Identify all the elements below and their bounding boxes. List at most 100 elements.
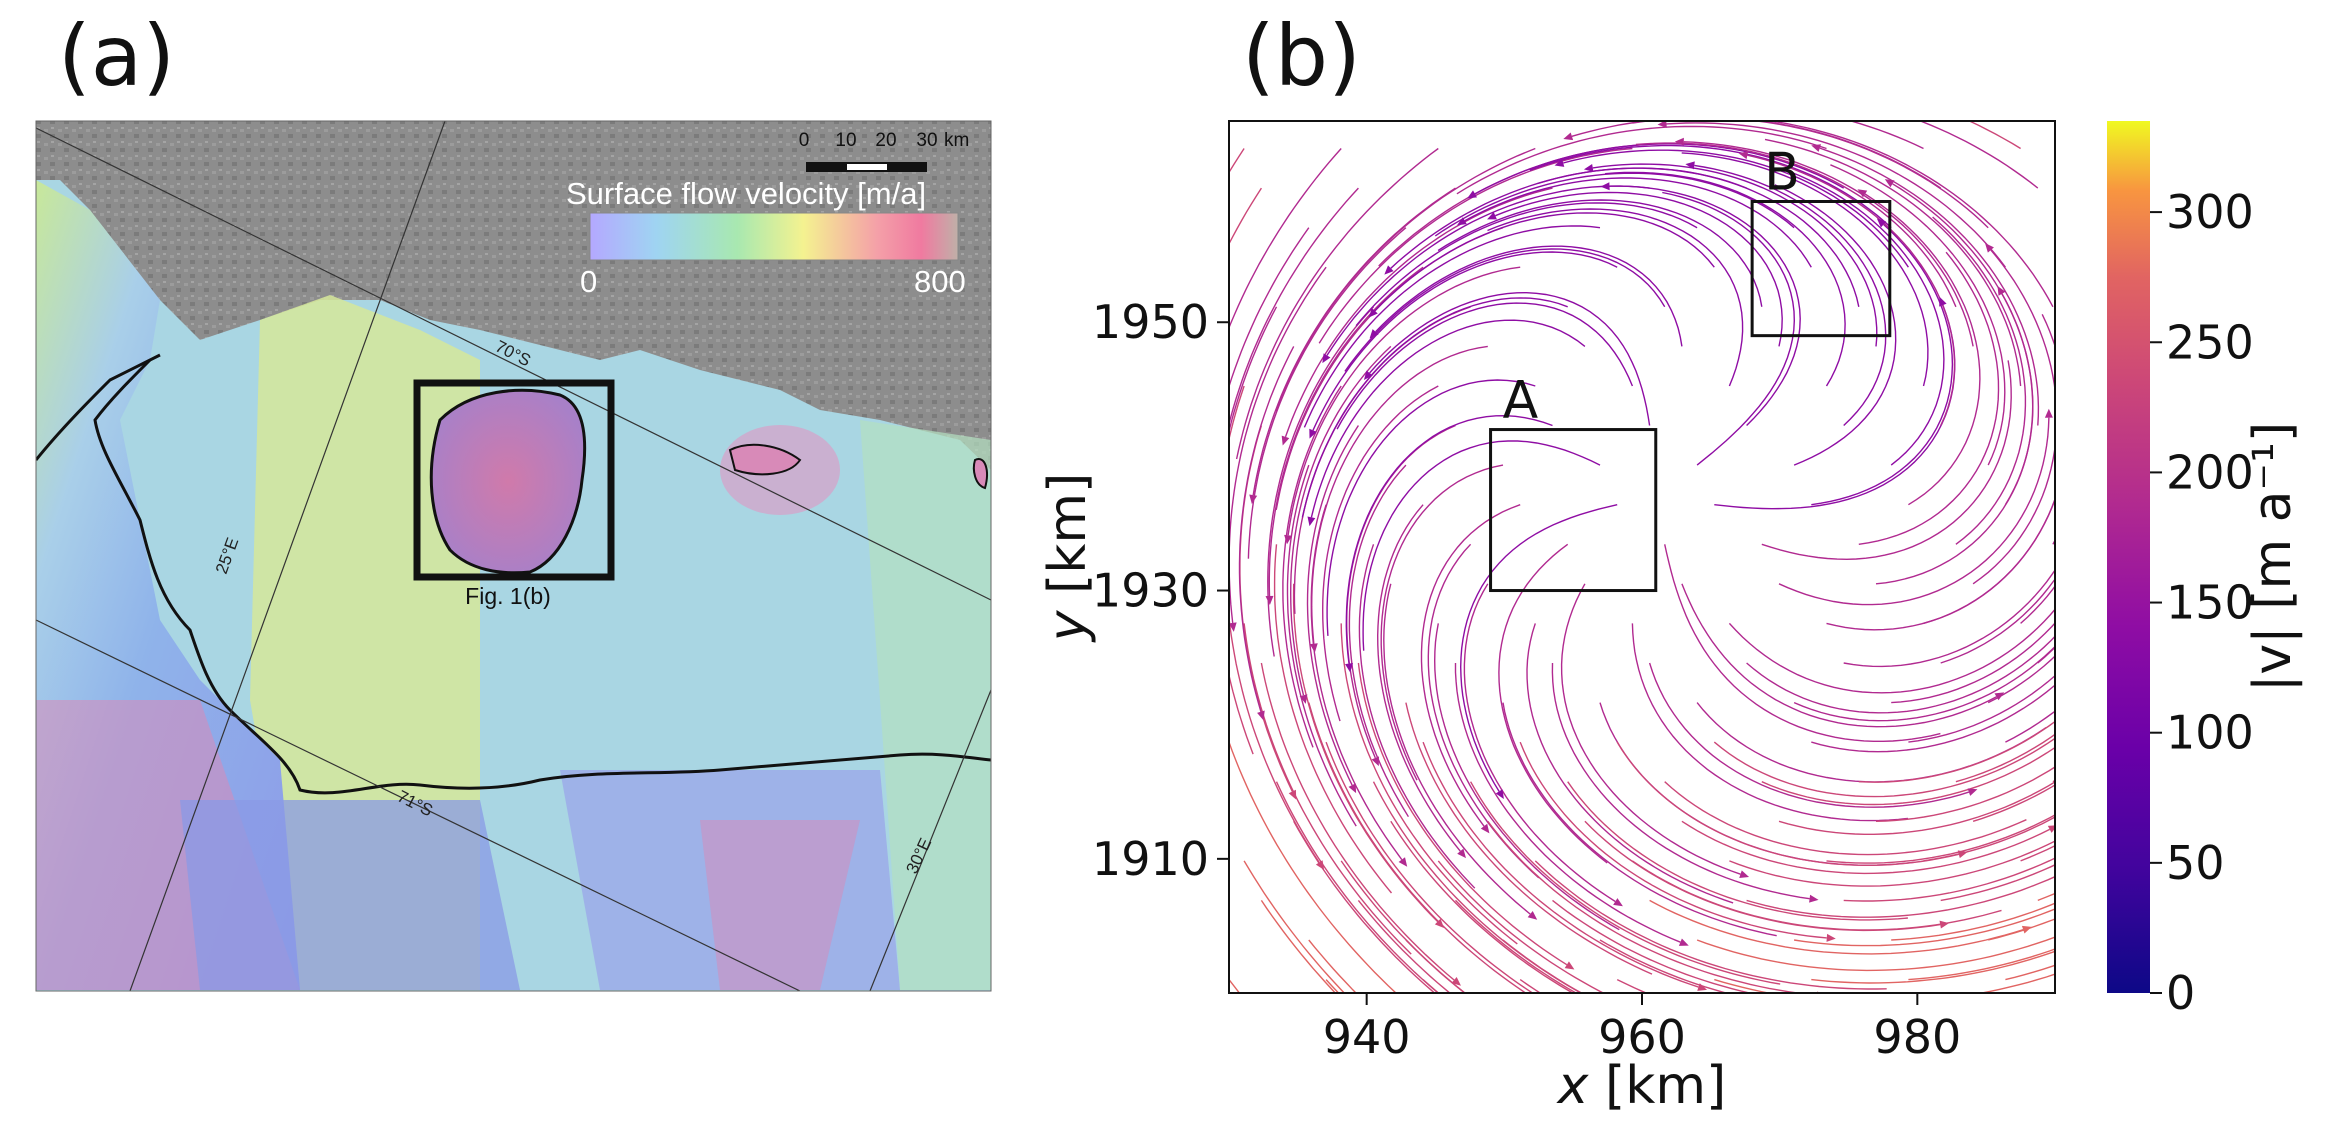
streamlines	[1229, 121, 2055, 993]
streamline-arrow	[1205, 278, 1216, 289]
streamline	[1434, 172, 1795, 237]
region-boxes	[1489, 199, 1892, 593]
streamline	[1987, 655, 2055, 704]
streamline-arrow	[1997, 285, 2006, 296]
streamline	[1551, 662, 1810, 900]
streamline	[1422, 741, 1699, 988]
streamline	[2020, 585, 2055, 624]
streamline-arrow	[1600, 182, 1610, 191]
streamline	[1345, 414, 1553, 664]
streamline	[1502, 702, 1777, 937]
streamline	[1357, 662, 1568, 966]
streamline	[1463, 583, 1616, 903]
streamline	[1487, 820, 1803, 993]
iceberg-outline	[429, 388, 587, 575]
streamline	[1284, 187, 1553, 438]
streamline	[1464, 177, 1812, 268]
streamline	[1826, 814, 2055, 864]
streamline-arrow	[1939, 920, 1950, 929]
streamline-arrow	[2072, 961, 2083, 972]
streamline	[1355, 202, 1698, 327]
svg-text:20: 20	[875, 130, 896, 151]
x-tick-label: 960	[1598, 1010, 1686, 1064]
streamline	[1358, 544, 1476, 889]
streamline	[1229, 741, 1397, 993]
streamline-arrow	[2068, 953, 2079, 964]
streamline	[1635, 142, 1957, 308]
streamline	[1286, 464, 1357, 827]
streamline	[1778, 781, 2055, 835]
streamline	[1287, 266, 1521, 536]
streamline	[1892, 183, 2034, 506]
streamline-arrow	[2066, 546, 2077, 558]
streamline-arrow	[1563, 132, 1574, 141]
streamline	[1344, 248, 1666, 372]
svg-text:10: 10	[835, 130, 856, 151]
streamline-arrow	[2068, 620, 2080, 632]
streamline-arrow	[1229, 622, 1237, 632]
streamline	[1567, 781, 1908, 921]
streamline	[1374, 212, 1715, 312]
streamline	[1972, 784, 2055, 822]
streamline	[1273, 544, 1393, 894]
streamline-arrow	[1678, 938, 1689, 946]
streamline	[1375, 245, 1683, 347]
streamline-arrow	[1315, 860, 1325, 870]
box-b-label: B	[1764, 142, 1800, 202]
streamline-arrow	[2070, 762, 2082, 774]
streamline	[1229, 504, 1320, 863]
streamline	[1666, 122, 2006, 268]
streamline	[1321, 385, 1439, 722]
streamline	[1340, 623, 1518, 945]
streamline	[1729, 840, 2055, 887]
streamline	[1318, 147, 1633, 344]
streamline-arrow	[1739, 870, 1750, 878]
streamline	[1774, 184, 1897, 466]
x-tick-label: 980	[1873, 1010, 1961, 1064]
streamline	[1303, 225, 1601, 428]
streamline	[1455, 899, 1578, 993]
streamline	[2037, 892, 2055, 902]
streamline-arrow	[1371, 756, 1379, 767]
streamline-arrow	[2068, 532, 2079, 543]
x-tick-label: 940	[1323, 1010, 1411, 1064]
streamline-arrow	[1884, 179, 1895, 188]
streamline	[1790, 171, 1945, 466]
streamline	[1433, 623, 1620, 931]
streamline	[1811, 223, 1954, 506]
streamline	[1495, 191, 1783, 347]
speed-colorbar-ticks: 0 50 100 150 200 250 300	[2150, 185, 2254, 1020]
streamline-arrow	[1567, 1007, 1579, 1018]
streamline	[1875, 766, 2055, 822]
x-axis-ticks: 940 960 980	[1323, 993, 1961, 1064]
streamline-arrow	[2072, 647, 2084, 659]
streamline	[1275, 781, 1440, 993]
streamline	[1552, 899, 1753, 993]
colorbar-tick-label: 150	[2166, 576, 2254, 630]
streamline	[1454, 663, 1681, 943]
streamline	[1713, 737, 2055, 798]
streamline-arrow	[1480, 823, 1490, 834]
streamline-arrow	[2067, 610, 2079, 622]
svg-text:30: 30	[916, 130, 937, 151]
streamline-arrow	[1738, 151, 1749, 160]
streamline	[1357, 899, 1451, 993]
streamline	[1955, 733, 2055, 783]
velocity-colorbar-title: Surface flow velocity [m/a]	[566, 176, 926, 211]
streamline	[1891, 902, 2055, 941]
streamline-arrow	[1265, 595, 1274, 605]
streamline	[1502, 939, 1583, 993]
streamline	[1534, 860, 1887, 990]
streamline-arrow	[1307, 516, 1316, 527]
grounding-line	[93, 358, 991, 795]
streamline-arrow	[1457, 848, 1466, 859]
panel-a-label: (a)	[58, 7, 176, 105]
streamline-arrow	[2021, 925, 2032, 934]
streamline	[1282, 385, 1342, 748]
streamline	[1681, 152, 1929, 387]
streamline	[1229, 306, 1278, 435]
streamline	[1648, 662, 1970, 808]
streamline	[1793, 908, 2055, 947]
streamline-arrow	[1876, 218, 1887, 228]
panel-b-label: (b)	[1242, 7, 1361, 105]
